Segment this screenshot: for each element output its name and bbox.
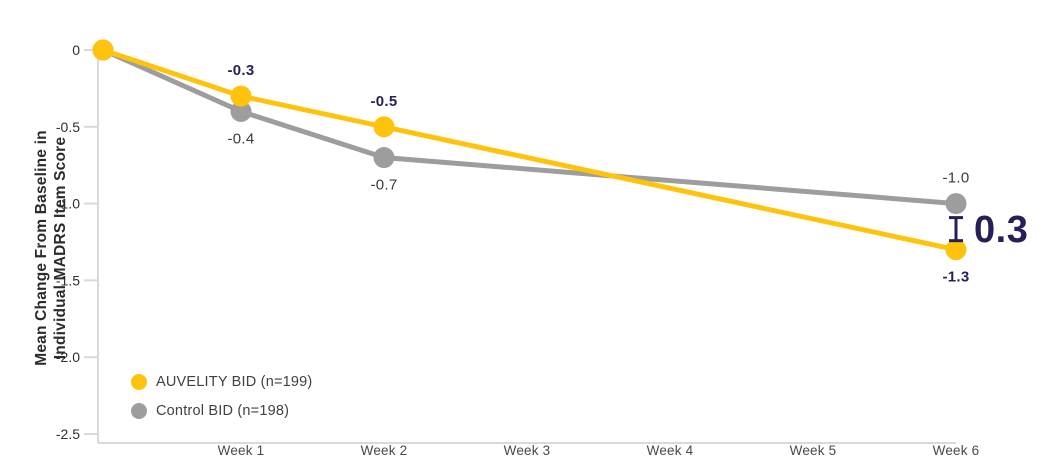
- series-line: [100, 47, 959, 207]
- legend-label-control: Control BID (n=198): [156, 403, 290, 419]
- y-axis-title-line1: Mean Change From Baseline in: [33, 130, 51, 366]
- series-line: [100, 47, 959, 253]
- legend-item-auvelity: AUVELITY BID (n=199): [131, 374, 312, 390]
- data-point: [230, 85, 252, 107]
- data-point: [373, 147, 395, 169]
- data-point-label: -0.4: [227, 130, 254, 147]
- y-axis-title-line2: Individual MADRS Item Score: [52, 136, 69, 360]
- y-tick-label: -1.5: [56, 272, 80, 288]
- legend-label-auvelity: AUVELITY BID (n=199): [156, 374, 313, 390]
- data-point: [373, 116, 395, 138]
- data-point-label: -0.3: [227, 62, 254, 79]
- data-point: [230, 100, 252, 122]
- difference-value-label: 0.3: [974, 209, 1028, 251]
- data-point-label: -0.7: [370, 177, 397, 194]
- y-tick-label: -0.5: [56, 119, 80, 135]
- y-axis-title: Mean Change From Baseline in Individual …: [33, 130, 71, 366]
- x-tick-label: Week 6: [933, 443, 980, 458]
- y-tick-label: -2.5: [56, 426, 80, 442]
- x-tick-label: Week 1: [218, 443, 265, 458]
- legend-dot-auvelity: [131, 374, 147, 390]
- data-point-label: -0.5: [370, 93, 397, 110]
- legend: AUVELITY BID (n=199) Control BID (n=198): [131, 374, 312, 419]
- x-tick-label: Week 2: [361, 443, 408, 458]
- data-point: [945, 193, 967, 215]
- y-tick-label: 0: [72, 42, 80, 58]
- x-tick-label: Week 4: [647, 443, 694, 458]
- legend-dot-control: [131, 403, 147, 419]
- data-point-label: -1.0: [942, 170, 969, 187]
- data-point: [92, 39, 114, 61]
- legend-item-control: Control BID (n=198): [131, 403, 312, 419]
- data-point: [945, 239, 967, 261]
- x-tick-label: Week 5: [790, 443, 837, 458]
- y-tick-label: -1.0: [56, 196, 80, 212]
- y-tick-label: -2.0: [56, 349, 80, 365]
- data-point-label: -1.3: [942, 269, 969, 286]
- x-tick-label: Week 3: [504, 443, 551, 458]
